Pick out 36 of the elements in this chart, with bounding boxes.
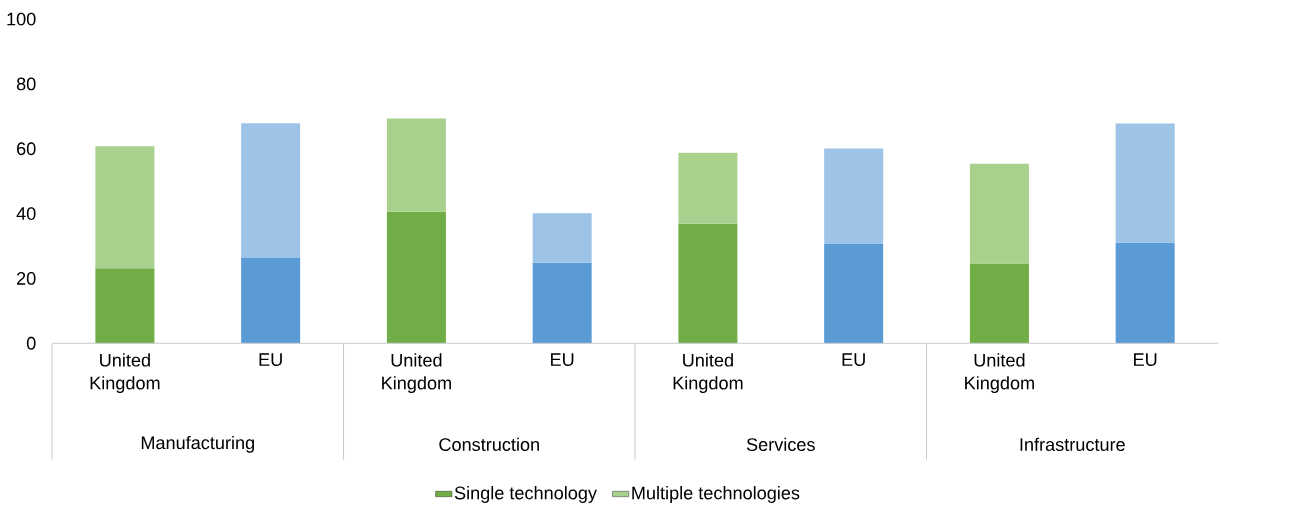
bar <box>95 268 155 344</box>
bar <box>532 262 592 344</box>
text: Services <box>746 437 815 451</box>
y-tick-label: 40 <box>16 207 36 220</box>
text: Construction <box>439 437 539 451</box>
bar <box>824 148 884 244</box>
x-tick-label: United Kingdom <box>673 353 743 393</box>
x-tick-label: EU <box>551 353 574 366</box>
text: Infrastructure <box>1020 437 1125 451</box>
bar <box>532 213 592 263</box>
bar <box>969 163 1029 264</box>
bar <box>241 257 301 344</box>
bar <box>386 118 446 212</box>
bar <box>678 223 738 344</box>
bar <box>1115 123 1175 243</box>
x-tick-label: EU <box>1134 353 1157 366</box>
y-tick-label: 20 <box>17 271 36 285</box>
legend-label: Single technology <box>454 485 597 503</box>
y-tick-label: 60 <box>17 142 36 156</box>
text: Manufacturing <box>141 435 254 453</box>
x-tick-label: United Kingdom <box>382 353 451 393</box>
bar <box>95 146 155 269</box>
legend-label: Multiple technologies <box>632 485 800 503</box>
x-tick-label: United Kingdom <box>965 353 1034 393</box>
bar <box>824 243 884 344</box>
bar <box>678 152 738 224</box>
bar <box>1115 242 1175 344</box>
y-tick-label: 80 <box>16 77 36 91</box>
x-tick-label: United Kingdom <box>90 353 160 393</box>
y-tick-label: 100 <box>7 12 36 26</box>
bar <box>969 263 1029 344</box>
bar <box>386 211 446 344</box>
bar <box>241 122 301 258</box>
x-tick-label: EU <box>259 353 282 366</box>
x-tick-label: EU <box>842 353 865 366</box>
y-tick-label: 0 <box>26 336 36 350</box>
